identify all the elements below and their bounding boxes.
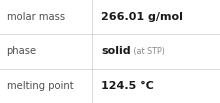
Text: phase: phase <box>7 46 37 57</box>
Text: solid: solid <box>101 46 131 57</box>
Text: 124.5 °C: 124.5 °C <box>101 81 154 91</box>
Text: melting point: melting point <box>7 81 73 91</box>
Text: 266.01 g/mol: 266.01 g/mol <box>101 12 183 22</box>
Text: molar mass: molar mass <box>7 12 65 22</box>
Text: (at STP): (at STP) <box>131 47 165 56</box>
